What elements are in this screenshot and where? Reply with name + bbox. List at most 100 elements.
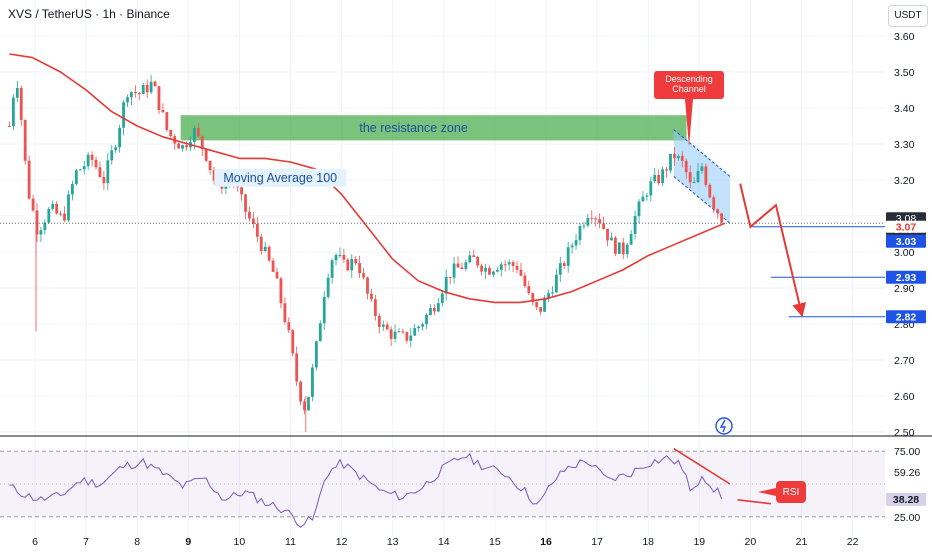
price-level-tag-bg bbox=[886, 234, 926, 248]
resistance-zone-rect bbox=[180, 115, 687, 141]
candle-body bbox=[606, 228, 609, 241]
grid-lines bbox=[0, 0, 885, 540]
replay-icon[interactable] bbox=[715, 417, 733, 435]
candle-body bbox=[322, 296, 326, 324]
y-tick-label: 3.30 bbox=[894, 139, 915, 151]
candle-body bbox=[244, 194, 247, 212]
x-tick-label: 7 bbox=[83, 536, 89, 548]
candle-body bbox=[413, 328, 417, 336]
candle-body bbox=[110, 150, 114, 161]
candle-body bbox=[460, 267, 464, 269]
candle-body bbox=[86, 154, 90, 167]
candle-body bbox=[484, 268, 487, 272]
candle-body bbox=[74, 170, 78, 185]
candle-body bbox=[688, 172, 692, 183]
moving-average-label: Moving Average 100 bbox=[223, 171, 337, 185]
price-level-tag-bg bbox=[886, 220, 926, 233]
candle-body bbox=[165, 112, 169, 130]
candle-body bbox=[181, 145, 184, 149]
candle-body bbox=[185, 145, 188, 148]
descending-channel-label-line2: Channel bbox=[672, 84, 706, 94]
resistance-zone-label: the resistance zone bbox=[359, 121, 467, 135]
y-tick-label: 2.60 bbox=[894, 391, 915, 403]
currency-button[interactable]: USDT bbox=[888, 5, 928, 27]
candle-body bbox=[535, 302, 539, 308]
candle-body bbox=[338, 254, 342, 256]
moving-average-line bbox=[9, 53, 726, 304]
candle-body bbox=[330, 260, 334, 278]
candle-body bbox=[680, 155, 684, 161]
descending-channel-callout bbox=[654, 71, 724, 147]
candle-body bbox=[350, 258, 354, 271]
candle-body bbox=[63, 213, 66, 221]
candle-body bbox=[59, 213, 63, 215]
x-tick-label: 19 bbox=[693, 536, 705, 548]
descending-channel-fill bbox=[673, 129, 730, 224]
x-tick-label: 13 bbox=[387, 536, 399, 548]
price-level-tag: 3.07 bbox=[896, 222, 917, 234]
x-tick-label: 6 bbox=[32, 536, 38, 548]
candle-body bbox=[425, 314, 428, 325]
candle-body bbox=[511, 262, 515, 266]
x-tick-label: 14 bbox=[438, 536, 450, 548]
candle-body bbox=[590, 217, 594, 219]
candle-body bbox=[354, 258, 358, 264]
candle-body bbox=[625, 244, 629, 255]
candle-body bbox=[27, 160, 31, 199]
candle-body bbox=[566, 247, 570, 266]
candle-body bbox=[311, 367, 314, 397]
y-tick-label: 3.50 bbox=[894, 67, 915, 79]
candle-body bbox=[562, 263, 566, 266]
candle-body bbox=[657, 174, 661, 184]
candle-body bbox=[692, 182, 696, 184]
candle-body bbox=[259, 236, 263, 252]
candle-body bbox=[11, 97, 15, 127]
candle-body bbox=[141, 84, 145, 94]
candle-body bbox=[519, 269, 523, 276]
candle-body bbox=[252, 218, 255, 224]
x-tick-label: 10 bbox=[234, 536, 246, 548]
candle-body bbox=[649, 181, 653, 196]
candle-body bbox=[47, 208, 51, 223]
candle-body bbox=[653, 174, 657, 182]
candle-body bbox=[531, 293, 535, 303]
replay-icon-bolt bbox=[719, 419, 727, 433]
candle-body bbox=[523, 275, 527, 287]
candle-body bbox=[15, 87, 19, 98]
candle-body bbox=[51, 203, 55, 209]
candle-body bbox=[212, 170, 216, 181]
candle-body bbox=[39, 230, 43, 235]
x-tick-label: 22 bbox=[847, 536, 859, 548]
candle-body bbox=[554, 274, 558, 293]
rsi-value-label: 59.26 bbox=[894, 467, 920, 479]
candle-body bbox=[480, 265, 484, 272]
y-tick-label: 3.40 bbox=[894, 103, 915, 115]
y-tick-label: 2.70 bbox=[894, 355, 915, 367]
candle-body bbox=[126, 97, 129, 103]
candle-body bbox=[499, 264, 503, 270]
candle-body bbox=[267, 246, 271, 261]
candle-body bbox=[106, 160, 110, 184]
y-tick-label: 3.20 bbox=[894, 175, 915, 187]
candle-body bbox=[31, 198, 35, 211]
candle-body bbox=[393, 331, 397, 339]
candle-body bbox=[381, 324, 385, 327]
candle-body bbox=[661, 169, 665, 184]
candle-body bbox=[598, 219, 602, 224]
candle-body bbox=[472, 255, 476, 257]
candle-body bbox=[43, 222, 47, 231]
candle-body bbox=[503, 264, 507, 266]
candle-body bbox=[456, 263, 460, 268]
candle-body bbox=[71, 184, 74, 195]
candle-body bbox=[78, 169, 82, 171]
candle-body bbox=[23, 119, 27, 161]
x-tick-label: 20 bbox=[745, 536, 757, 548]
candle-body bbox=[377, 315, 381, 327]
chart-title: XVS / TetherUS · 1h · Binance bbox=[8, 7, 170, 21]
rsi-callout-label: RSI bbox=[783, 487, 800, 498]
candle-body bbox=[539, 307, 543, 312]
rsi-trendline bbox=[673, 447, 731, 485]
candle-body bbox=[130, 92, 133, 98]
x-tick-label: 15 bbox=[489, 536, 501, 548]
candle-body bbox=[712, 197, 716, 210]
